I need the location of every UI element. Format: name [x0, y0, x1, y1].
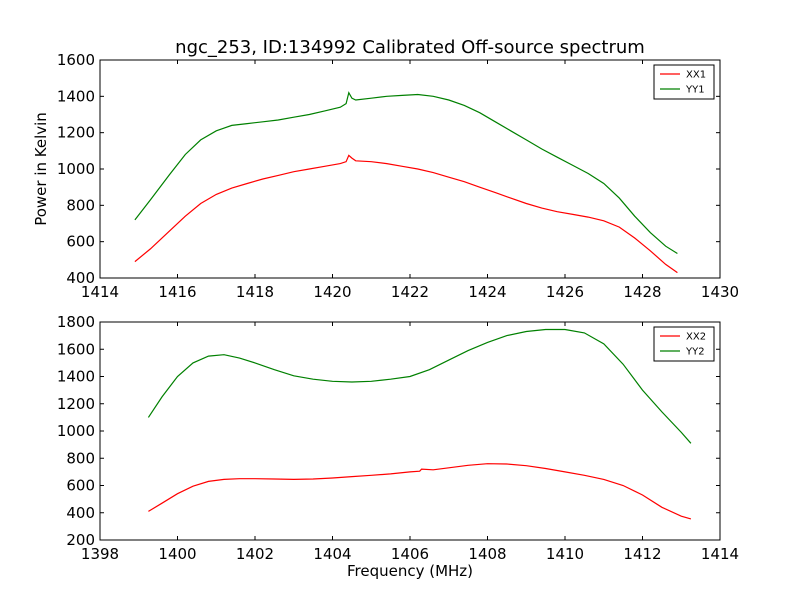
x-tick-label: 1420: [313, 283, 351, 301]
x-tick-label: 1402: [236, 545, 274, 563]
series-line-yy1: [134, 91, 678, 255]
y-tick-label: 400: [66, 269, 95, 287]
x-tick-label: 1428: [623, 283, 661, 301]
y-tick-label: 1000: [57, 422, 95, 440]
y-tick-label: 600: [66, 233, 95, 251]
x-tick-label: 1422: [391, 283, 429, 301]
x-tick-label: 1406: [391, 545, 429, 563]
x-axis-label-bottom: Frequency (MHz): [347, 562, 473, 580]
y-tick-label: 400: [66, 504, 95, 522]
y-axis-label-top: Power in Kelvin: [32, 112, 50, 226]
y-tick-label: 1200: [57, 124, 95, 142]
x-tick-label: 1430: [701, 283, 739, 301]
x-tick-label: 1408: [468, 545, 506, 563]
y-tick-label: 1200: [57, 395, 95, 413]
legend-label-xx2: XX2: [686, 332, 706, 343]
x-tick-label: 1400: [158, 545, 196, 563]
y-tick-label: 1800: [57, 313, 95, 331]
y-tick-label: 800: [66, 196, 95, 214]
series-line-yy2: [147, 328, 692, 444]
y-tick-label: 800: [66, 449, 95, 467]
y-tick-label: 1000: [57, 160, 95, 178]
x-tick-label: 1410: [546, 545, 584, 563]
legend-box: [653, 326, 715, 362]
y-tick-label: 1600: [57, 51, 95, 69]
y-tick-label: 1400: [57, 87, 95, 105]
y-tick-label: 200: [66, 531, 95, 549]
x-tick-label: 1414: [81, 283, 119, 301]
x-tick-label: 1424: [468, 283, 506, 301]
series-line-xx1: [134, 154, 678, 274]
x-tick-label: 1414: [701, 545, 739, 563]
bottom-spectrum-chart: 1398 1400 1402 1404 1406 1408 1410 1412 1414 200 4…: [57, 313, 739, 563]
y-tick-label: 600: [66, 477, 95, 495]
x-tick-label: 1398: [81, 545, 119, 563]
x-tick-label: 1404: [313, 545, 351, 563]
series-line-xx2: [148, 463, 692, 520]
x-tick-label: 1418: [236, 283, 274, 301]
y-tick-label: 1400: [57, 368, 95, 386]
y-tick-label: 1600: [57, 340, 95, 358]
legend-box: [653, 64, 715, 100]
legend-label-yy1: YY1: [685, 85, 705, 96]
x-tick-label: 1416: [158, 283, 196, 301]
top-spectrum-chart: 1414 1416 1418 1420 1422 1424 1426 1428 1430 400 6…: [57, 51, 739, 301]
x-tick-label: 1412: [623, 545, 661, 563]
legend-label-yy2: YY2: [685, 347, 705, 358]
x-tick-label: 1426: [546, 283, 584, 301]
chart-title: ngc_253, ID:134992 Calibrated Off-source…: [175, 37, 645, 58]
legend-label-xx1: XX1: [686, 70, 706, 81]
